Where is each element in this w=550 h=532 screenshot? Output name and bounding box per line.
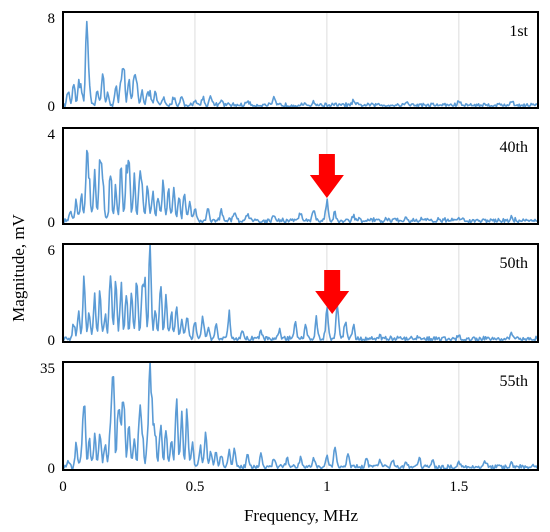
panel-label-40th: 40th xyxy=(500,139,528,156)
series-line-55th xyxy=(62,361,539,470)
y-tick-bottom-1st: 0 xyxy=(48,99,56,115)
y-tick-top-55th: 35 xyxy=(40,361,55,377)
panel-label-55th: 55th xyxy=(500,373,528,390)
y-tick-bottom-50th: 0 xyxy=(48,333,56,349)
series-line-1st xyxy=(62,20,539,108)
y-tick-top-50th: 6 xyxy=(48,243,56,259)
x-tick-label-1: 0.5 xyxy=(186,479,205,495)
panel-frame-1st xyxy=(62,11,539,109)
y-axis-title: Magnitude, mV xyxy=(9,213,28,321)
panel-label-1st: 1st xyxy=(509,23,528,40)
y-tick-top-40th: 4 xyxy=(48,127,56,143)
panel-frame-40th xyxy=(62,127,539,225)
series-line-40th xyxy=(63,149,539,224)
x-tick-label-0: 0 xyxy=(59,479,67,495)
series-line-50th xyxy=(62,243,539,342)
y-tick-top-1st: 8 xyxy=(48,11,56,27)
x-axis-title: Frequency, MHz xyxy=(244,506,359,525)
annotation-arrow-40th xyxy=(309,154,344,198)
x-tick-label-3: 1.5 xyxy=(449,479,468,495)
y-tick-bottom-40th: 0 xyxy=(48,215,56,231)
annotation-arrow-50th xyxy=(315,270,350,314)
panel-frame-55th xyxy=(62,361,539,471)
y-tick-bottom-55th: 0 xyxy=(48,461,56,477)
x-tick-label-2: 1 xyxy=(323,479,331,495)
panel-label-50th: 50th xyxy=(500,255,528,272)
panel-frame-50th xyxy=(62,243,539,343)
